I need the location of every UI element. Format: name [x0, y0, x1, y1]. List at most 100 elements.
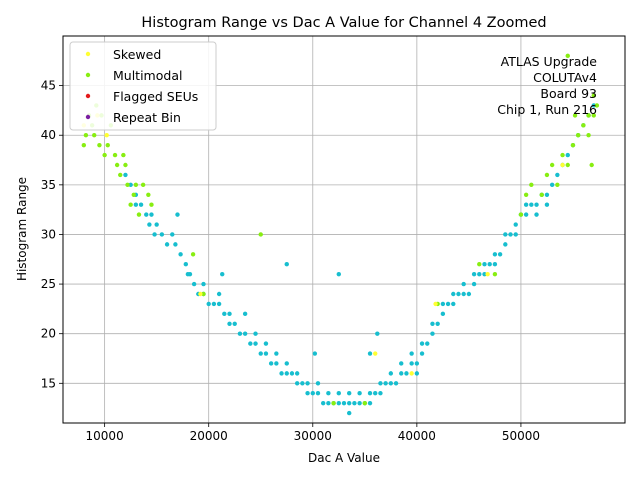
x-tick-label: 30000 [294, 429, 332, 443]
normal-data-point [284, 361, 289, 366]
multimodal-data-point [555, 182, 560, 188]
legend-items: Skewed Multimodal Flagged SEUs Repeat Bin [85, 47, 198, 125]
normal-data-point [513, 222, 518, 227]
normal-data-point [430, 321, 435, 326]
normal-data-point [549, 182, 555, 188]
skewed-data-point [485, 271, 490, 277]
normal-data-point [227, 311, 232, 317]
multimodal-data-point [523, 192, 529, 197]
normal-data-point [508, 232, 513, 237]
multimodal-data-point [492, 271, 498, 277]
multimodal-data-point [529, 182, 534, 188]
normal-data-point [336, 400, 341, 406]
skewed-data-point [409, 371, 414, 376]
normal-data-point [357, 391, 362, 396]
multimodal-data-point [581, 123, 586, 128]
normal-data-point [544, 202, 550, 207]
normal-data-point [451, 301, 456, 307]
normal-data-point [185, 271, 191, 277]
multimodal-data-point [549, 162, 555, 168]
normal-data-point [357, 400, 362, 406]
multimodal-data-point [112, 152, 118, 158]
normal-data-point [305, 381, 310, 386]
normal-data-point [178, 252, 183, 257]
legend-marker [85, 51, 91, 57]
multimodal-data-point [146, 192, 151, 197]
y-tick-label: 30 [41, 227, 56, 241]
x-tick-label: 50000 [502, 429, 540, 443]
y-tick-label: 25 [41, 277, 56, 291]
multimodal-data-point [589, 162, 594, 168]
normal-data-point [242, 311, 248, 317]
multimodal-data-point [544, 172, 550, 178]
normal-data-point [471, 271, 477, 277]
multimodal-data-point [201, 291, 206, 297]
normal-data-point [513, 232, 518, 237]
normal-data-point [461, 291, 466, 297]
normal-data-point [263, 351, 269, 356]
multimodal-data-point [97, 142, 102, 148]
normal-data-point [451, 291, 456, 297]
normal-data-point [393, 381, 399, 386]
legend-label: Multimodal [113, 68, 182, 83]
normal-data-point [388, 371, 394, 376]
normal-data-point [191, 281, 197, 287]
skewed-data-point [433, 301, 438, 307]
x-axis-label: Dac A Value [308, 451, 380, 465]
normal-data-point [341, 400, 347, 406]
normal-data-point [414, 371, 420, 376]
legend-label: Repeat Bin [113, 110, 181, 125]
normal-data-point [133, 202, 139, 207]
multimodal-data-point [133, 182, 139, 188]
normal-data-point [138, 202, 144, 207]
normal-data-point [555, 172, 560, 178]
normal-data-point [430, 331, 435, 336]
normal-data-point [253, 331, 258, 336]
normal-data-point [399, 371, 404, 376]
y-tick-label: 40 [41, 128, 56, 142]
multimodal-data-point [105, 142, 110, 148]
annotation-line: ATLAS Upgrade [501, 54, 598, 69]
legend-marker [85, 114, 91, 120]
normal-data-point [336, 271, 341, 277]
normal-data-point [534, 212, 539, 217]
normal-data-point [274, 361, 279, 366]
normal-data-point [503, 242, 508, 247]
normal-data-point [487, 262, 492, 267]
normal-data-point [300, 381, 305, 386]
normal-data-point [378, 381, 383, 386]
annotation-line: COLUTAv4 [533, 70, 597, 85]
normal-data-point [388, 381, 394, 386]
multimodal-data-point [565, 53, 570, 59]
normal-data-point [242, 331, 248, 336]
normal-data-point [320, 400, 326, 406]
legend-label: Flagged SEUs [113, 89, 198, 104]
normal-data-point [409, 361, 414, 366]
normal-data-point [315, 381, 321, 386]
x-tick-label: 10000 [86, 429, 124, 443]
multimodal-data-point [518, 212, 524, 217]
normal-data-point [425, 341, 430, 346]
normal-data-point [128, 182, 133, 188]
annotation-line: Chip 1, Run 216 [497, 102, 597, 117]
normal-data-point [544, 192, 550, 197]
multimodal-data-point [539, 192, 544, 197]
normal-data-point [347, 410, 352, 416]
normal-data-point [414, 361, 420, 366]
plot-frame [62, 35, 626, 424]
normal-data-point [289, 371, 295, 376]
normal-data-point [284, 262, 289, 267]
normal-data-point [347, 391, 352, 396]
normal-data-point [237, 331, 243, 336]
skewed-data-point [104, 133, 109, 138]
multimodal-data-point [586, 133, 591, 138]
normal-data-point [383, 381, 388, 386]
x-tick-label: 20000 [190, 429, 228, 443]
normal-data-point [440, 301, 446, 307]
normal-data-point [409, 351, 414, 356]
multimodal-data-point [362, 400, 368, 406]
normal-data-point [152, 232, 157, 237]
normal-data-point [373, 391, 378, 396]
normal-data-point [294, 381, 300, 386]
